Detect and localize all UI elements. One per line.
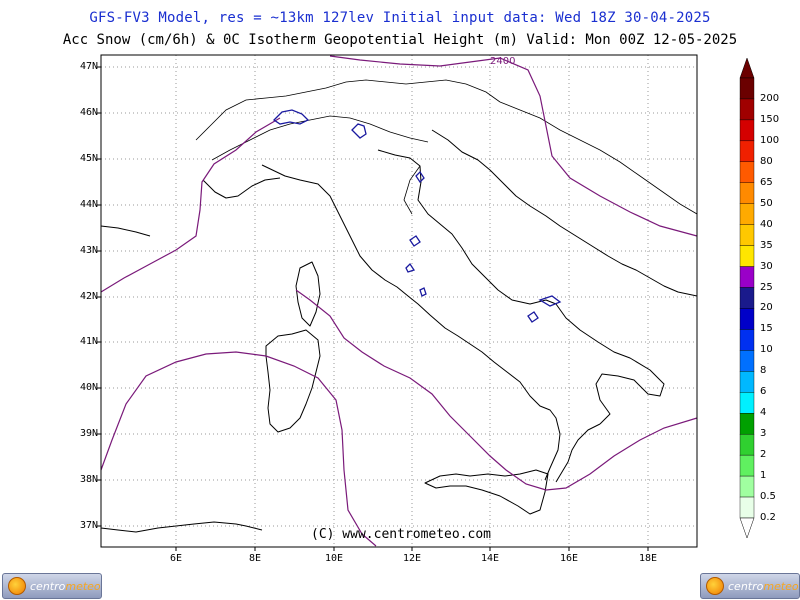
legend-label: 100 — [760, 134, 780, 146]
lat-label-45n: 45N — [79, 153, 98, 164]
copyright-text: (C) www.centrometeo.com — [311, 527, 492, 542]
legend-label: 80 — [760, 155, 773, 167]
isotherm-contour-central — [295, 289, 698, 491]
legend-swatch — [739, 224, 755, 246]
isotherm-contours — [100, 55, 698, 547]
logo-text-1: centro — [728, 579, 764, 593]
isotherm-contour-west — [100, 117, 281, 293]
legend-label: 1 — [760, 470, 767, 482]
field-title: Acc Snow (cm/6h) & 0C Isotherm Geopotent… — [62, 32, 738, 48]
legend-label: 2 — [760, 449, 767, 461]
lat-label-38n: 38N — [79, 474, 98, 485]
lat-label-37n: 37N — [79, 520, 98, 531]
lat-label-46n: 46N — [79, 107, 98, 118]
lat-label-43n: 43N — [79, 245, 98, 256]
axis-ticks — [97, 66, 649, 551]
legend-swatch — [739, 245, 755, 267]
lon-label-6e: 6E — [169, 553, 183, 564]
legend-swatch — [739, 413, 755, 435]
centrometeo-logo-left[interactable]: centro meteo — [2, 573, 102, 599]
map-frame — [100, 54, 698, 548]
legend-label: 200 — [760, 92, 780, 104]
legend-swatch — [739, 203, 755, 225]
legend-label: 50 — [760, 197, 773, 209]
globe-icon — [706, 577, 724, 595]
lat-label-44n: 44N — [79, 199, 98, 210]
legend-label: 3 — [760, 428, 767, 440]
legend-swatch — [739, 371, 755, 393]
legend-swatch — [739, 475, 755, 498]
lat-label-42n: 42N — [79, 291, 98, 302]
legend-label: 150 — [760, 113, 780, 125]
legend-label: 10 — [760, 344, 773, 356]
legend-swatch — [739, 119, 755, 142]
model-title: GFS-FV3 Model, res = ~13km 127lev Initia… — [89, 10, 711, 26]
contour-label: 2400 — [490, 56, 515, 67]
lat-label-39n: 39N — [79, 428, 98, 439]
legend-label: 15 — [760, 323, 773, 335]
legend-swatch — [739, 77, 755, 100]
lat-label-41n: 41N — [79, 336, 98, 347]
legend-swatch — [739, 266, 755, 288]
legend-top-arrow — [739, 57, 755, 79]
legend-label: 35 — [760, 239, 773, 251]
coastlines — [100, 129, 698, 533]
legend-swatch — [739, 329, 755, 351]
legend-label: 40 — [760, 218, 773, 230]
legend-swatch — [739, 287, 755, 309]
legend-label: 30 — [760, 260, 773, 272]
lon-label-14e: 14E — [480, 553, 500, 564]
legend-swatch — [739, 433, 755, 456]
legend-swatch — [739, 392, 755, 414]
snow-patches — [272, 109, 562, 323]
legend-label: 0.2 — [760, 512, 776, 523]
legend-swatch — [739, 350, 755, 372]
lon-label-10e: 10E — [324, 553, 344, 564]
globe-icon — [8, 577, 26, 595]
legend-label: 0.5 — [760, 491, 776, 503]
legend-swatch — [739, 454, 755, 477]
lon-label-16e: 16E — [559, 553, 579, 564]
legend-swatch — [739, 308, 755, 330]
lat-label-40n: 40N — [79, 382, 98, 393]
legend-swatch — [739, 98, 755, 121]
legend-swatch — [739, 140, 755, 163]
isotherm-contour-south — [100, 351, 377, 547]
legend-label: 8 — [760, 365, 767, 377]
logo-text-2: meteo — [65, 579, 101, 593]
legend-label: 4 — [760, 407, 767, 419]
legend-label: 20 — [760, 302, 773, 314]
lon-label-12e: 12E — [402, 553, 422, 564]
lon-label-18e: 18E — [638, 553, 658, 564]
legend-swatch — [739, 182, 755, 204]
legend-label: 25 — [760, 281, 773, 293]
isotherm-contour-north — [329, 55, 698, 237]
legend-swatch — [739, 161, 755, 183]
legend-label: 6 — [760, 386, 767, 398]
logo-text-1: centro — [30, 579, 66, 593]
centrometeo-logo-right[interactable]: centro meteo — [700, 573, 800, 599]
lon-label-8e: 8E — [248, 553, 262, 564]
legend-swatch — [739, 496, 755, 519]
lat-label-47n: 47N — [79, 61, 98, 72]
borders — [195, 79, 698, 215]
legend-label: 65 — [760, 176, 773, 188]
legend-bottom-arrow — [739, 517, 755, 539]
logo-text-2: meteo — [763, 579, 799, 593]
